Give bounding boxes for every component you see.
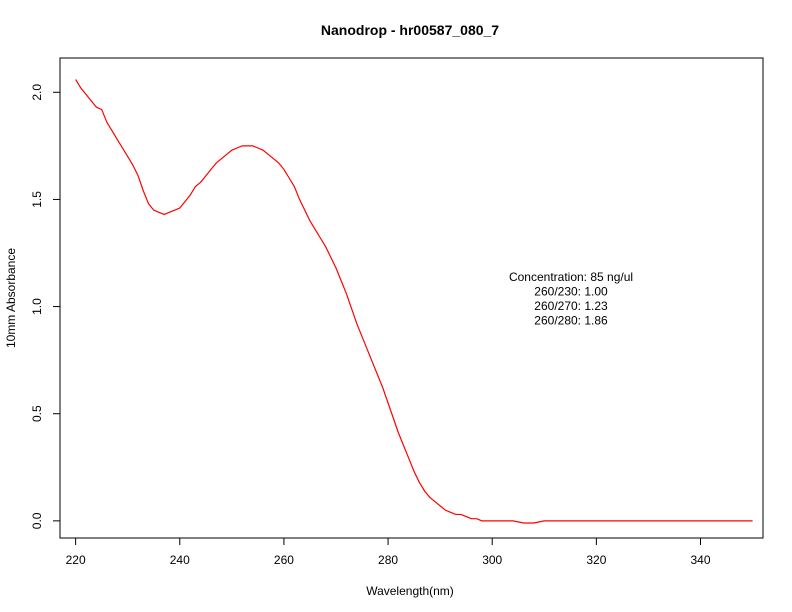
x-tick-label: 320: [586, 553, 606, 567]
chart-title: Nanodrop - hr00587_080_7: [321, 22, 499, 38]
x-tick-label: 260: [274, 553, 294, 567]
y-axis-label: 10mm Absorbance: [4, 248, 18, 348]
x-axis-label: Wavelength(nm): [366, 584, 454, 598]
y-tick-label: 0.5: [30, 405, 44, 422]
annotation-line: 260/230: 1.00: [534, 285, 608, 299]
x-tick-label: 300: [482, 553, 502, 567]
x-tick-label: 340: [690, 553, 710, 567]
y-axis: 0.0 0.5 1.0 1.5 2.0: [30, 84, 61, 529]
x-tick-label: 220: [66, 553, 86, 567]
annotation-line: 260/280: 1.86: [534, 314, 608, 328]
y-tick-label: 0.0: [30, 512, 44, 529]
y-tick-label: 1.5: [30, 191, 44, 208]
x-axis: 220 240 260 280 300 320 340: [66, 537, 711, 567]
annotation-line: Concentration: 85 ng/ul: [509, 270, 633, 284]
absorbance-series-line: [75, 79, 753, 524]
x-tick-label: 280: [378, 553, 398, 567]
y-tick-label: 2.0: [30, 84, 44, 101]
y-tick-label: 1.0: [30, 298, 44, 315]
x-tick-label: 240: [170, 553, 190, 567]
annotation-line: 260/270: 1.23: [534, 299, 608, 313]
